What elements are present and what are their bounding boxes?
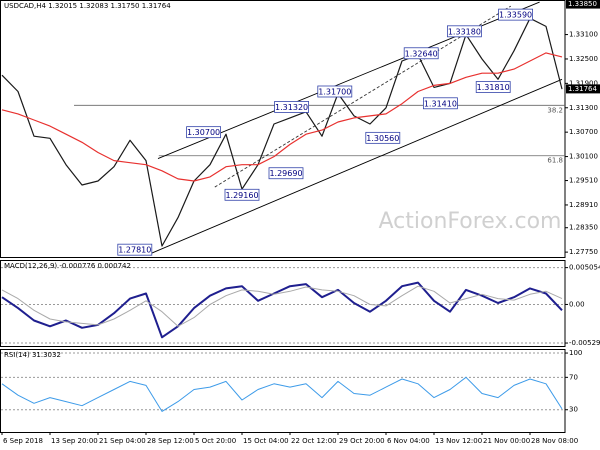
swing-label: 1.31320 bbox=[275, 103, 308, 112]
y-tick-label: 1.32500 bbox=[569, 55, 598, 63]
x-tick-label: 6 Nov 04:00 bbox=[387, 437, 430, 445]
swing-label-box bbox=[475, 81, 511, 93]
x-tick-label: 13 Nov 12:00 bbox=[435, 437, 482, 445]
series-line bbox=[1, 285, 563, 327]
swing-label-box bbox=[274, 101, 310, 113]
series-line bbox=[1, 17, 563, 247]
y-tick-label: 0.00 bbox=[569, 300, 585, 308]
x-tick-label: 28 Sep 12:00 bbox=[147, 437, 194, 445]
series-line bbox=[1, 281, 563, 339]
y-tick-label: 1.29510 bbox=[569, 177, 598, 185]
y-tick-label: 1.28910 bbox=[569, 201, 598, 209]
panel-frame bbox=[0, 349, 566, 433]
y-tick-label: 1.31300 bbox=[569, 104, 598, 112]
panel-frame bbox=[0, 260, 566, 347]
channel-line bbox=[214, 5, 512, 188]
y-tick-label: 1.27750 bbox=[569, 248, 598, 256]
y-tick-label: 1.30100 bbox=[569, 153, 598, 161]
price-marker-box bbox=[566, 84, 600, 94]
x-tick-label: 15 Oct 04:00 bbox=[243, 437, 289, 445]
y-tick-label: -0.005294 bbox=[569, 339, 600, 347]
x-tick-label: 21 Sep 04:00 bbox=[99, 437, 146, 445]
x-tick-label: 6 Sep 2018 bbox=[3, 437, 43, 445]
swing-label: 1.31810 bbox=[477, 83, 510, 92]
x-tick-label: 28 Nov 08:00 bbox=[531, 437, 578, 445]
swing-label: 1.32640 bbox=[405, 49, 438, 58]
x-tick-label: 13 Sep 20:00 bbox=[51, 437, 98, 445]
swing-label: 1.30560 bbox=[366, 134, 399, 143]
swing-label: 1.29160 bbox=[225, 191, 258, 200]
y-tick-label: 30 bbox=[569, 406, 578, 414]
swing-label-box bbox=[117, 243, 153, 256]
swing-label-box bbox=[186, 126, 222, 139]
series-line bbox=[1, 376, 563, 412]
swing-label-box bbox=[224, 188, 260, 201]
price-marker-label: 1.31764 bbox=[568, 85, 597, 93]
price-marker-label: 1.33850 bbox=[568, 0, 597, 8]
x-tick-label: 22 Oct 12:00 bbox=[291, 437, 337, 445]
panel-title: MACD(12,26,9) -0.000776 0.000742 bbox=[4, 262, 131, 270]
price-marker-box bbox=[566, 0, 600, 9]
panel-frame bbox=[0, 0, 566, 258]
y-tick-label: 0.005054 bbox=[569, 264, 600, 272]
y-tick-label: 70 bbox=[569, 373, 578, 381]
fib-label: 61.8 bbox=[547, 157, 563, 165]
swing-label-box bbox=[446, 25, 482, 38]
swing-label: 1.33590 bbox=[499, 11, 532, 20]
y-tick-label: 1.28350 bbox=[569, 224, 598, 232]
swing-label: 1.29690 bbox=[269, 169, 302, 178]
x-tick-label: 29 Oct 20:00 bbox=[339, 437, 385, 445]
swing-label: 1.31700 bbox=[318, 87, 351, 96]
watermark: ActionForex.com bbox=[379, 209, 562, 234]
swing-label-box bbox=[365, 131, 401, 144]
y-tick-label: 1.31900 bbox=[569, 79, 598, 87]
swing-label-box bbox=[422, 97, 458, 110]
swing-label-box bbox=[498, 8, 534, 21]
x-tick-label: 5 Oct 20:00 bbox=[195, 437, 236, 445]
panel-title: RSI(14) 31.3032 bbox=[4, 351, 61, 359]
y-tick-label: 100 bbox=[569, 349, 582, 357]
swing-label: 1.27810 bbox=[118, 246, 151, 255]
series-line bbox=[1, 52, 563, 182]
swing-label: 1.30700 bbox=[187, 128, 220, 137]
channel-line bbox=[149, 78, 563, 255]
swing-label-box bbox=[317, 85, 353, 98]
x-tick-label: 21 Nov 00:00 bbox=[483, 437, 530, 445]
swing-label: 1.31410 bbox=[424, 99, 457, 108]
y-tick-label: 1.30700 bbox=[569, 128, 598, 136]
panel-title: USDCAD,H4 1.32015 1.32083 1.31750 1.3176… bbox=[4, 2, 171, 10]
fib-label: 38.2 bbox=[547, 106, 563, 114]
swing-label: 1.33180 bbox=[448, 27, 481, 36]
swing-label-box bbox=[268, 167, 304, 180]
y-tick-label: 1.33100 bbox=[569, 31, 598, 39]
swing-label-box bbox=[403, 47, 439, 60]
